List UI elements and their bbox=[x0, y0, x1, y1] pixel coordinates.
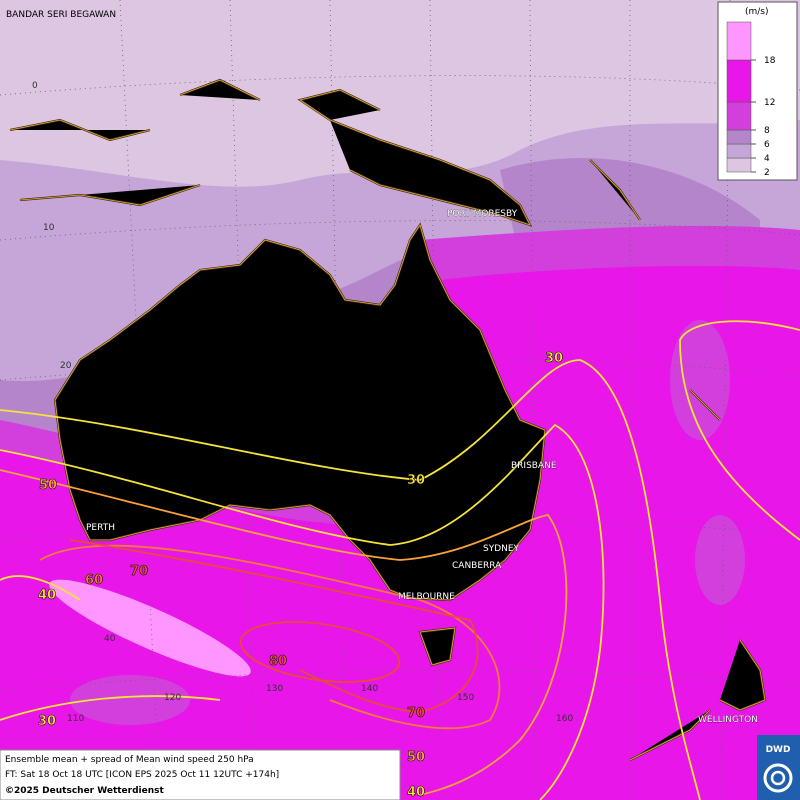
contour-label: 50 bbox=[39, 478, 57, 493]
contour-label: 70 bbox=[407, 706, 425, 721]
contour-label: 30 bbox=[545, 351, 563, 366]
contour-label: 30 bbox=[38, 714, 56, 729]
grid-label: 140 bbox=[361, 684, 378, 694]
logo: DWD bbox=[757, 735, 800, 800]
contour-label: 40 bbox=[407, 785, 425, 800]
city-label: MELBOURNE bbox=[398, 592, 455, 602]
legend-swatch bbox=[726, 59, 752, 103]
legend-label: 6 bbox=[764, 140, 770, 150]
wind-area bbox=[670, 320, 730, 440]
contour-label: 30 bbox=[407, 473, 425, 488]
legend-label: 8 bbox=[764, 126, 770, 136]
contours bbox=[0, 320, 800, 800]
contour-label: 50 bbox=[407, 750, 425, 765]
wind-area bbox=[49, 579, 251, 677]
wind-area bbox=[695, 515, 745, 605]
city-label: SYDNEY bbox=[483, 544, 520, 554]
logo-box bbox=[757, 735, 800, 800]
city-label: PORT MORESBY bbox=[447, 209, 518, 219]
contour-label: 40 bbox=[38, 588, 56, 603]
grid-label: 20 bbox=[60, 361, 72, 371]
grid-label: 150 bbox=[457, 693, 474, 703]
legend-label: 4 bbox=[764, 154, 770, 164]
contour-label: 80 bbox=[269, 654, 287, 669]
coastlines bbox=[8, 78, 767, 762]
city-label: CANBERRA bbox=[452, 561, 502, 571]
grid-label: 0 bbox=[32, 81, 38, 91]
grid-label: 40 bbox=[104, 634, 116, 644]
legend-swatch bbox=[726, 21, 752, 61]
footer-box bbox=[0, 749, 401, 800]
footer-text: FT: Sat 18 Oct 18 UTC [ICON EPS 2025 Oct… bbox=[5, 770, 279, 780]
contour-label: 60 bbox=[85, 573, 103, 588]
footer-text: ©2025 Deutscher Wetterdienst bbox=[5, 786, 164, 796]
city-label: PERTH bbox=[86, 523, 115, 533]
city-label: WELLINGTON bbox=[698, 715, 758, 725]
city-label: BANDAR SERI BEGAWAN bbox=[6, 10, 116, 20]
city-label: BRISBANE bbox=[511, 461, 557, 471]
grid-label: 10 bbox=[43, 223, 55, 233]
legend-unit: (m/s) bbox=[745, 7, 769, 17]
contour-label: 70 bbox=[130, 564, 148, 579]
legend-label: 12 bbox=[764, 98, 775, 108]
legend-swatch bbox=[726, 101, 752, 131]
legend-swatch bbox=[726, 129, 752, 145]
legend-swatch bbox=[726, 157, 752, 173]
footer-text: Ensemble mean + spread of Mean wind spee… bbox=[5, 755, 254, 765]
legend-swatch bbox=[726, 143, 752, 159]
footer: Ensemble mean + spread of Mean wind spee… bbox=[0, 749, 401, 800]
grid-label: 160 bbox=[556, 714, 573, 724]
legend-label: 18 bbox=[764, 56, 776, 66]
labels: BANDAR SERI BEGAWAN PORT MORESBY BRISBAN… bbox=[6, 10, 758, 800]
wind-area bbox=[70, 675, 190, 725]
grid-label: 110 bbox=[67, 714, 84, 724]
logo-text: DWD bbox=[766, 745, 791, 755]
grid-label: 130 bbox=[266, 684, 283, 694]
wind-area bbox=[0, 0, 800, 187]
legend: (m/s) 2 4 6 8 12 18 bbox=[717, 1, 798, 181]
legend-label: 2 bbox=[764, 168, 770, 178]
grid-label: 120 bbox=[164, 693, 181, 703]
